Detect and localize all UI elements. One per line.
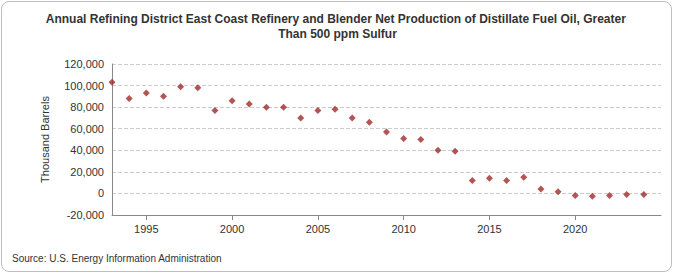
svg-text:2010: 2010	[391, 223, 415, 235]
svg-text:Thousand Barrels: Thousand Barrels	[39, 96, 51, 183]
svg-text:Than 500 ppm Sulfur: Than 500 ppm Sulfur	[278, 27, 397, 41]
svg-text:100,000: 100,000	[64, 80, 104, 92]
svg-text:-20,000: -20,000	[67, 209, 104, 221]
svg-text:2000: 2000	[220, 223, 244, 235]
svg-text:1995: 1995	[134, 223, 158, 235]
svg-text:2005: 2005	[306, 223, 330, 235]
svg-text:20,000: 20,000	[70, 166, 104, 178]
svg-text:2015: 2015	[477, 223, 501, 235]
svg-text:120,000: 120,000	[64, 58, 104, 70]
svg-text:Annual Refining District East: Annual Refining District East Coast Refi…	[46, 12, 629, 26]
svg-text:2020: 2020	[563, 223, 587, 235]
svg-text:0: 0	[98, 187, 104, 199]
svg-text:60,000: 60,000	[70, 123, 104, 135]
svg-text:Source: U.S. Energy Informatio: Source: U.S. Energy Information Administ…	[12, 253, 222, 264]
svg-text:40,000: 40,000	[70, 144, 104, 156]
svg-text:80,000: 80,000	[70, 101, 104, 113]
